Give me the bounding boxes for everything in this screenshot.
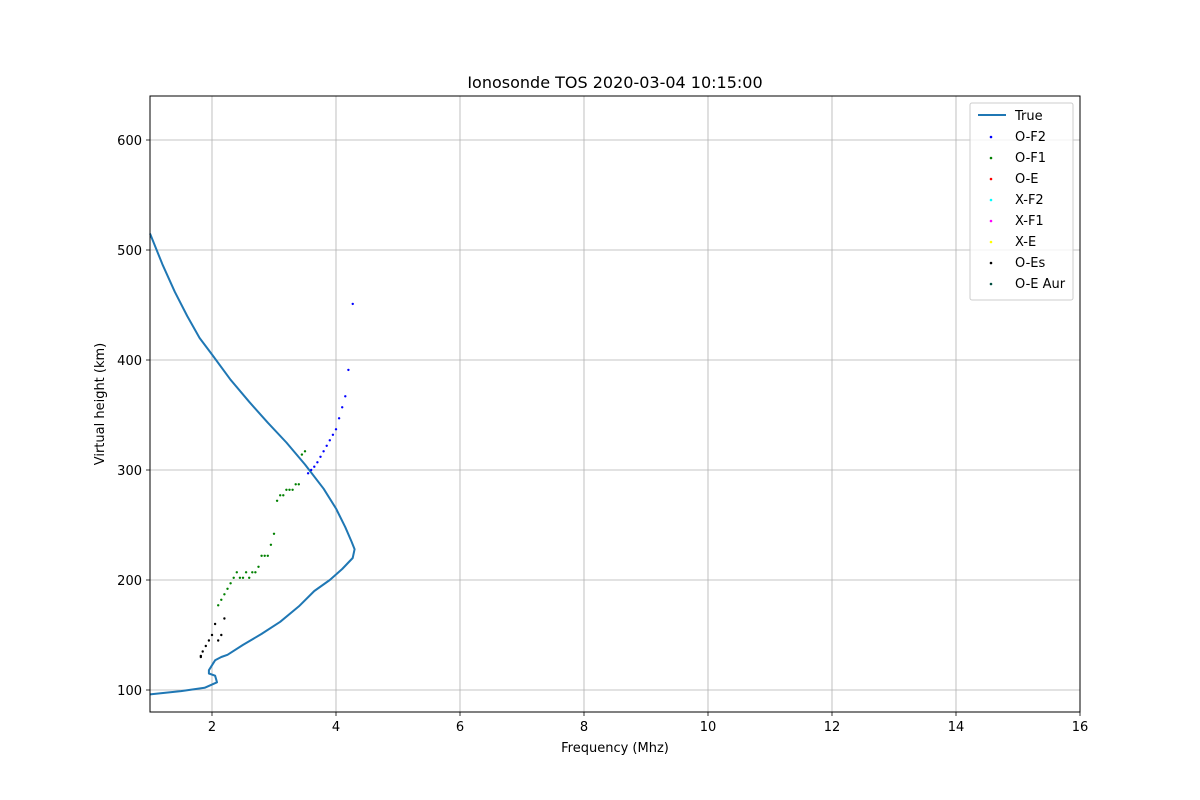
point-o-f2 bbox=[313, 465, 316, 468]
point-o-f1 bbox=[297, 483, 300, 486]
point-o-f1 bbox=[226, 587, 229, 590]
legend-label-o-e-aur: O-E Aur bbox=[1015, 277, 1066, 292]
legend-label-x-f2: X-F2 bbox=[1015, 193, 1044, 208]
plot-area bbox=[150, 96, 1080, 712]
point-o-f2 bbox=[337, 417, 341, 420]
point-o-es bbox=[210, 633, 214, 637]
point-o-es bbox=[217, 639, 220, 642]
point-o-f1 bbox=[272, 532, 276, 535]
point-o-f1 bbox=[235, 571, 238, 574]
point-o-f1 bbox=[285, 488, 288, 491]
point-o-es bbox=[207, 639, 211, 642]
x-tick-label: 16 bbox=[1072, 720, 1089, 735]
y-tick-label: 300 bbox=[117, 464, 142, 479]
point-o-es bbox=[204, 644, 207, 648]
point-o-f1 bbox=[288, 488, 291, 491]
point-o-f2 bbox=[310, 468, 313, 472]
legend-label-x-f1: X-F1 bbox=[1015, 214, 1044, 229]
x-tick-label: 14 bbox=[948, 720, 965, 735]
legend-swatch-o-es bbox=[989, 261, 993, 265]
point-o-f1 bbox=[254, 571, 257, 574]
y-tick-label: 100 bbox=[117, 684, 142, 699]
point-o-f2 bbox=[347, 368, 350, 372]
point-o-es bbox=[220, 633, 223, 637]
x-tick-label: 4 bbox=[332, 720, 340, 735]
point-o-f1 bbox=[229, 582, 232, 585]
point-o-f1 bbox=[238, 576, 242, 579]
legend-swatch-x-f2 bbox=[989, 198, 993, 202]
legend-label-o-es: O-Es bbox=[1015, 256, 1045, 271]
point-o-f1 bbox=[223, 593, 226, 596]
y-tick-label: 400 bbox=[117, 354, 142, 369]
point-o-f1 bbox=[294, 483, 297, 486]
point-o-f1 bbox=[291, 488, 294, 491]
legend-swatch-x-e bbox=[989, 240, 993, 244]
chart-title: Ionosonde TOS 2020-03-04 10:15:00 bbox=[467, 73, 762, 92]
y-tick-label: 200 bbox=[117, 574, 142, 589]
point-o-es bbox=[201, 650, 204, 653]
point-o-f2 bbox=[322, 450, 325, 453]
point-o-f1 bbox=[251, 571, 254, 574]
point-o-f1 bbox=[260, 554, 263, 557]
plot-frame bbox=[149, 95, 1081, 713]
point-o-f2 bbox=[328, 439, 331, 442]
point-o-f1 bbox=[282, 494, 285, 497]
x-tick-label: 6 bbox=[456, 720, 464, 735]
point-o-f1 bbox=[220, 598, 223, 601]
x-tick-label: 2 bbox=[208, 720, 216, 735]
point-o-f2 bbox=[306, 472, 310, 475]
x-tick-label: 12 bbox=[824, 720, 841, 735]
x-tick-label: 10 bbox=[700, 720, 717, 735]
y-tick-label: 500 bbox=[117, 244, 142, 259]
point-o-f1 bbox=[244, 571, 248, 574]
legend-swatch-o-f1 bbox=[989, 156, 993, 160]
y-axis-label: Virtual height (km) bbox=[93, 343, 108, 466]
point-o-f2 bbox=[325, 444, 328, 447]
true-line-path bbox=[149, 233, 356, 696]
point-o-f1 bbox=[248, 576, 251, 579]
point-o-f2 bbox=[334, 428, 338, 431]
legend-label-x-e: X-E bbox=[1015, 235, 1036, 250]
point-o-f2 bbox=[344, 395, 347, 398]
point-o-f1 bbox=[275, 499, 279, 502]
point-o-es bbox=[223, 617, 226, 620]
legend: True O-F2 O-F1 O-E X-F2 X-F1 X-E O-Es O-E Aur bbox=[969, 102, 1074, 301]
point-o-f2 bbox=[341, 406, 344, 409]
point-o-f2 bbox=[351, 302, 354, 306]
axis-ticks: 2 4 6 8 10 12 14 16 100 200 300 400 500 600 bbox=[117, 134, 1088, 735]
point-o-f1 bbox=[269, 543, 273, 546]
point-o-f1 bbox=[266, 554, 269, 557]
point-o-f1 bbox=[232, 576, 235, 579]
x-tick-label: 8 bbox=[580, 720, 588, 735]
legend-label-o-f1: O-F1 bbox=[1015, 151, 1046, 166]
point-o-f1 bbox=[257, 565, 260, 568]
legend-box bbox=[969, 102, 1074, 301]
point-o-f2 bbox=[319, 455, 322, 458]
point-o-f1 bbox=[279, 494, 282, 497]
point-o-f1 bbox=[300, 453, 304, 456]
scatter-points bbox=[199, 302, 354, 659]
point-o-f1 bbox=[263, 554, 266, 557]
legend-swatch-o-e bbox=[989, 177, 993, 181]
point-o-f1 bbox=[241, 576, 245, 579]
point-o-es bbox=[199, 655, 203, 659]
legend-swatch-o-e-aur bbox=[989, 282, 993, 286]
legend-label-true: True bbox=[1014, 109, 1043, 124]
legend-label-o-f2: O-F2 bbox=[1015, 130, 1046, 145]
point-o-f1 bbox=[217, 604, 220, 607]
y-tick-label: 600 bbox=[117, 134, 142, 149]
legend-swatch-o-f2 bbox=[989, 135, 993, 139]
point-o-f1 bbox=[303, 450, 307, 453]
point-o-f2 bbox=[331, 433, 335, 436]
legend-label-o-e: O-E bbox=[1015, 172, 1039, 187]
legend-swatch-x-f1 bbox=[989, 219, 993, 223]
true-profile-line bbox=[149, 233, 356, 696]
x-axis-label: Frequency (Mhz) bbox=[561, 741, 669, 756]
point-o-f2 bbox=[316, 461, 319, 464]
point-o-es bbox=[213, 622, 217, 626]
